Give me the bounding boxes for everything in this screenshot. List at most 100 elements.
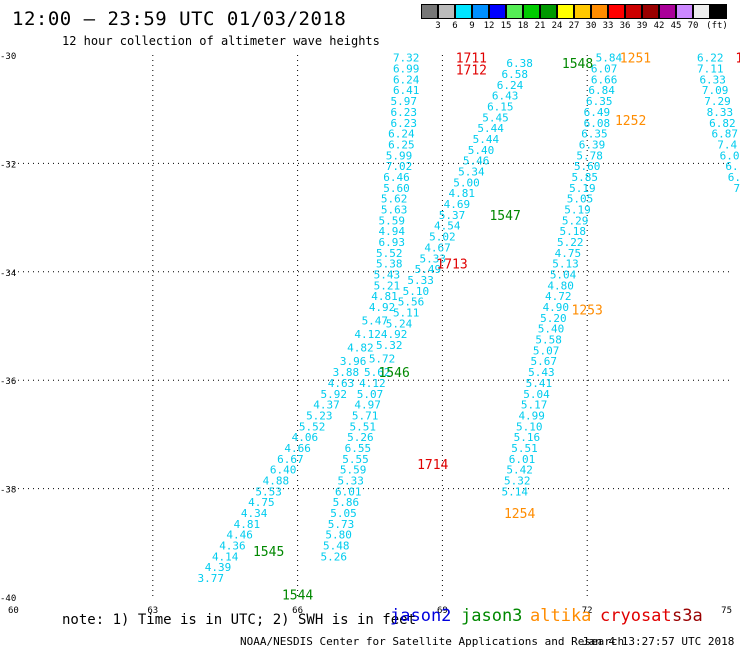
pass-label: 1545 — [253, 545, 284, 560]
wave-height-value: 5.51 — [350, 420, 377, 433]
wave-height-value: 6.0 — [720, 149, 740, 162]
wave-height-value: 6.24 — [388, 128, 415, 141]
pass-label: 1253 — [572, 304, 603, 319]
wave-height-value: 4.75 — [248, 496, 275, 509]
pass-label: 1254 — [504, 507, 535, 522]
colorbar-tick-label: 33 — [602, 21, 614, 31]
wave-height-value: 5.52 — [376, 247, 403, 260]
pass-label: 1713 — [436, 258, 467, 273]
footnote: note: 1) Time is in UTC; 2) SWH is in fe… — [62, 612, 417, 628]
wave-height-value: 5.33 — [407, 274, 434, 287]
wave-height-value: 6.25 — [388, 138, 415, 151]
wave-height-value: 5.41 — [526, 377, 553, 390]
wave-height-value: 6.67 — [277, 453, 304, 466]
pass-label: 1548 — [562, 57, 593, 72]
colorbar-swatch — [421, 4, 438, 19]
wave-height-value: 6.55 — [345, 442, 372, 455]
wave-height-value: 5.34 — [458, 166, 485, 179]
legend-entry-altika: altika — [530, 606, 592, 626]
colorbar-tick-label: 3 — [435, 21, 441, 31]
y-tick-label: -32 — [0, 160, 16, 170]
colorbar-tick-label: 9 — [469, 21, 475, 31]
colorbar-swatch — [625, 4, 642, 19]
pass-label: 1714 — [417, 458, 448, 473]
colorbar-unit-label: (ft) — [706, 21, 728, 31]
wave-height-value: 5.40 — [468, 144, 495, 157]
wave-height-value: 5.04 — [550, 269, 577, 282]
wave-height-value: 5.58 — [535, 334, 562, 347]
wave-height-value: 5.19 — [564, 203, 591, 216]
wave-height-value: 5.23 — [306, 409, 333, 422]
wave-height-value: 5.97 — [391, 95, 418, 108]
colorbar-swatch — [472, 4, 489, 19]
wave-height-value: 7.32 — [393, 52, 420, 65]
wave-height-value: 5.51 — [511, 442, 538, 455]
wave-height-value: 6.35 — [581, 128, 608, 141]
pass-label: 1252 — [615, 114, 646, 129]
x-tick-label: 72 — [582, 606, 593, 616]
wave-height-value: 4.14 — [212, 550, 239, 563]
wave-height-value: 4.92 — [381, 328, 408, 341]
colorbar-tick-label: 36 — [619, 21, 631, 31]
wave-height-value: 7.4 — [717, 138, 737, 151]
wave-height-value: 5.43 — [528, 366, 555, 379]
pass-label: 1251 — [620, 52, 651, 67]
wave-height-value: 6.40 — [270, 464, 297, 477]
wave-height-value: 4.69 — [444, 198, 471, 211]
pass-label: 1544 — [282, 588, 313, 603]
wave-height-value: 5.32 — [504, 474, 531, 487]
wave-height-value: 5.99 — [386, 149, 413, 162]
wave-height-value: 4.46 — [226, 529, 253, 542]
colorbar-swatch — [659, 4, 676, 19]
colorbar-swatch — [710, 4, 727, 19]
y-tick-label: -38 — [0, 486, 16, 496]
wave-height-value: 5.80 — [325, 529, 352, 542]
wave-height-value: 5.14 — [502, 485, 529, 498]
wave-height-value: 6.82 — [709, 117, 736, 130]
wave-height-value: 4.90 — [543, 301, 570, 314]
wave-height-value: 5.49 — [415, 263, 442, 276]
wave-height-value: 6.15 — [487, 100, 514, 113]
colorbar-swatch — [642, 4, 659, 19]
colorbar-swatch — [676, 4, 693, 19]
wave-height-value: 4.75 — [555, 247, 582, 260]
wave-height-value: 5.10 — [516, 420, 543, 433]
colorbar-tick-label: 6 — [452, 21, 458, 31]
colorbar-tick-label: 12 — [483, 21, 495, 31]
wave-height-value: 6.24 — [393, 73, 420, 86]
wave-height-value: 5.42 — [506, 464, 533, 477]
y-tick-label: -40 — [0, 594, 16, 604]
wave-height-value: 4.88 — [263, 474, 290, 487]
wave-height-value: 4.72 — [545, 290, 572, 303]
wave-height-value: 5.05 — [330, 507, 357, 520]
wave-height-value: 6.08 — [584, 117, 611, 130]
colorbar-swatch — [608, 4, 625, 19]
wave-height-value: 5.00 — [453, 176, 480, 189]
wave-height-value: 5.07 — [357, 388, 384, 401]
wave-height-value: 5.56 — [398, 296, 425, 309]
pass-label: 1712 — [456, 64, 487, 79]
legend-entry-jason2: jason2 — [390, 606, 452, 626]
wave-height-value: 5.46 — [463, 155, 490, 168]
colorbar-swatch — [574, 4, 591, 19]
wave-height-value: 5.10 — [403, 285, 430, 298]
colorbar-swatch — [540, 4, 557, 19]
wave-height-value: 5.21 — [374, 279, 401, 292]
wave-height-value: 5.17 — [521, 399, 548, 412]
wave-height-value: 5.86 — [333, 496, 360, 509]
wave-height-value: 4.39 — [205, 561, 232, 574]
wave-height-value: 5.60 — [383, 182, 410, 195]
wave-height-value: 5.33 — [337, 474, 364, 487]
wave-height-value: 5.92 — [321, 388, 348, 401]
wave-height-value: 4.94 — [378, 225, 405, 238]
wave-height-value: 4.36 — [219, 540, 246, 553]
wave-height-value: 7.11 — [697, 63, 724, 76]
wave-height-value: 4.92 — [369, 301, 396, 314]
wave-height-value: 5.62 — [381, 193, 408, 206]
wave-height-value: 6.38 — [506, 57, 533, 70]
colorbar-swatch — [455, 4, 472, 19]
wave-height-value: 6.01 — [509, 453, 536, 466]
wave-height-value: 5.29 — [562, 214, 589, 227]
